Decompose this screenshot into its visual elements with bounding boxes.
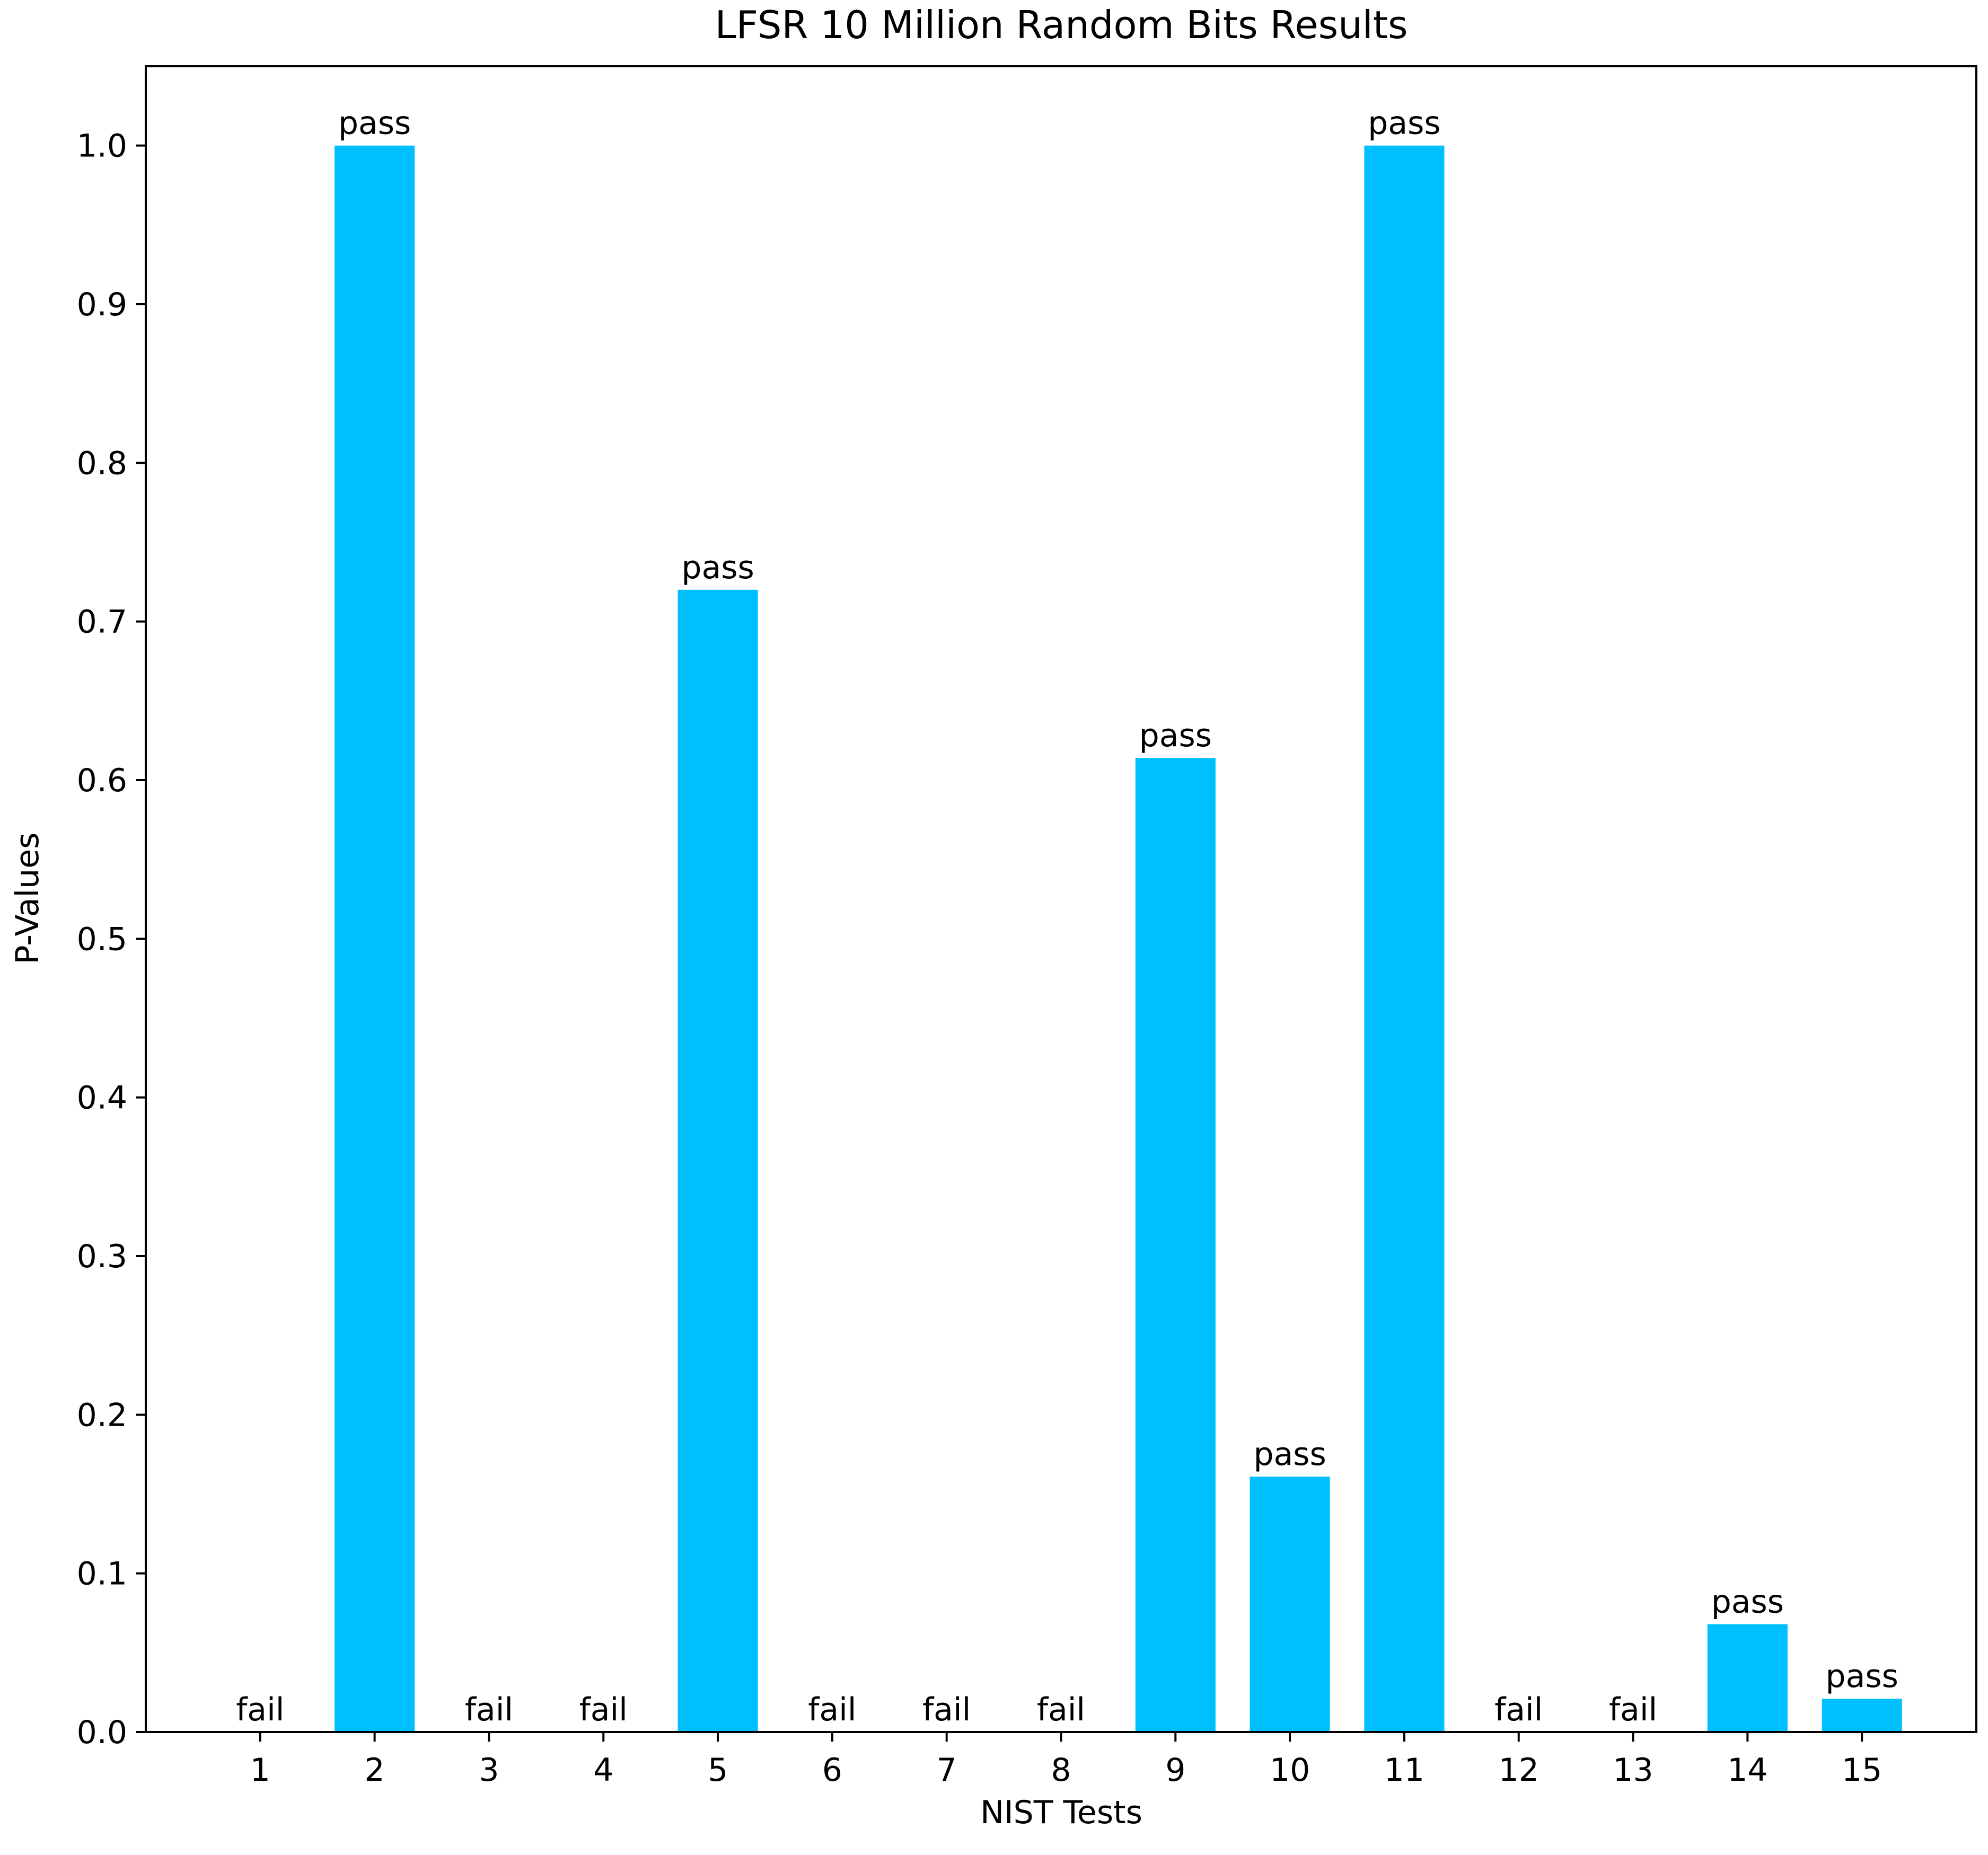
plot-area: fail pass fail fail pass fail fail fail pass pass… bbox=[77, 65, 1977, 1789]
y-tick-label: 0.6 bbox=[77, 762, 127, 799]
bar-label-12: fail bbox=[1494, 1691, 1543, 1728]
bar-9 bbox=[1135, 758, 1216, 1732]
bar-2 bbox=[335, 145, 415, 1732]
x-tick-label: 8 bbox=[1051, 1752, 1071, 1789]
y-tick-label: 0.9 bbox=[77, 286, 127, 323]
bar-10 bbox=[1250, 1477, 1330, 1732]
bar-label-3: fail bbox=[465, 1691, 513, 1728]
bar-14 bbox=[1707, 1624, 1788, 1732]
bar-label-14: pass bbox=[1711, 1583, 1784, 1620]
y-tick-label: 0.5 bbox=[77, 921, 127, 958]
bar-15 bbox=[1822, 1699, 1902, 1732]
y-tick-label: 0.2 bbox=[77, 1397, 127, 1434]
bar-label-2: pass bbox=[338, 105, 411, 142]
bar-label-8: fail bbox=[1037, 1691, 1085, 1728]
chart-title: LFSR 10 Million Random Bits Results bbox=[715, 3, 1408, 47]
x-tick-label: 2 bbox=[365, 1752, 385, 1789]
bar-label-9: pass bbox=[1139, 717, 1212, 754]
bar-5 bbox=[678, 589, 758, 1732]
y-tick-label: 0.1 bbox=[77, 1556, 127, 1593]
y-tick-label: 0.8 bbox=[77, 445, 127, 482]
y-tick-label: 1.0 bbox=[77, 128, 127, 165]
x-tick-label: 9 bbox=[1165, 1752, 1185, 1789]
bar-label-15: pass bbox=[1826, 1658, 1898, 1695]
x-tick-label: 3 bbox=[479, 1752, 499, 1789]
y-tick-label: 0.0 bbox=[77, 1714, 127, 1751]
bar-11 bbox=[1364, 145, 1445, 1732]
bar-label-11: pass bbox=[1368, 105, 1440, 142]
x-tick-label: 6 bbox=[822, 1752, 842, 1789]
bar-label-7: fail bbox=[922, 1691, 971, 1728]
bar-label-5: pass bbox=[681, 549, 754, 586]
x-axis-label: NIST Tests bbox=[980, 1794, 1142, 1831]
bar-label-4: fail bbox=[579, 1691, 628, 1728]
y-axis-label: P-Values bbox=[9, 832, 46, 964]
x-tick-label: 14 bbox=[1727, 1752, 1767, 1789]
x-tick-label: 1 bbox=[250, 1752, 270, 1789]
x-tick-label: 11 bbox=[1384, 1752, 1424, 1789]
bar-label-10: pass bbox=[1253, 1436, 1326, 1473]
x-tick-label: 15 bbox=[1842, 1752, 1882, 1789]
y-tick-label: 0.7 bbox=[77, 604, 127, 641]
x-tick-label: 4 bbox=[593, 1752, 613, 1789]
bar-label-1: fail bbox=[236, 1691, 284, 1728]
x-tick-label: 12 bbox=[1499, 1752, 1539, 1789]
bar-label-13: fail bbox=[1609, 1691, 1657, 1728]
x-tick-label: 10 bbox=[1270, 1752, 1310, 1789]
bar-label-6: fail bbox=[808, 1691, 856, 1728]
y-tick-label: 0.4 bbox=[77, 1080, 127, 1117]
y-tick-label: 0.3 bbox=[77, 1238, 127, 1275]
x-tick-label: 7 bbox=[937, 1752, 957, 1789]
x-tick-label: 5 bbox=[708, 1752, 728, 1789]
x-tick-label: 13 bbox=[1613, 1752, 1653, 1789]
